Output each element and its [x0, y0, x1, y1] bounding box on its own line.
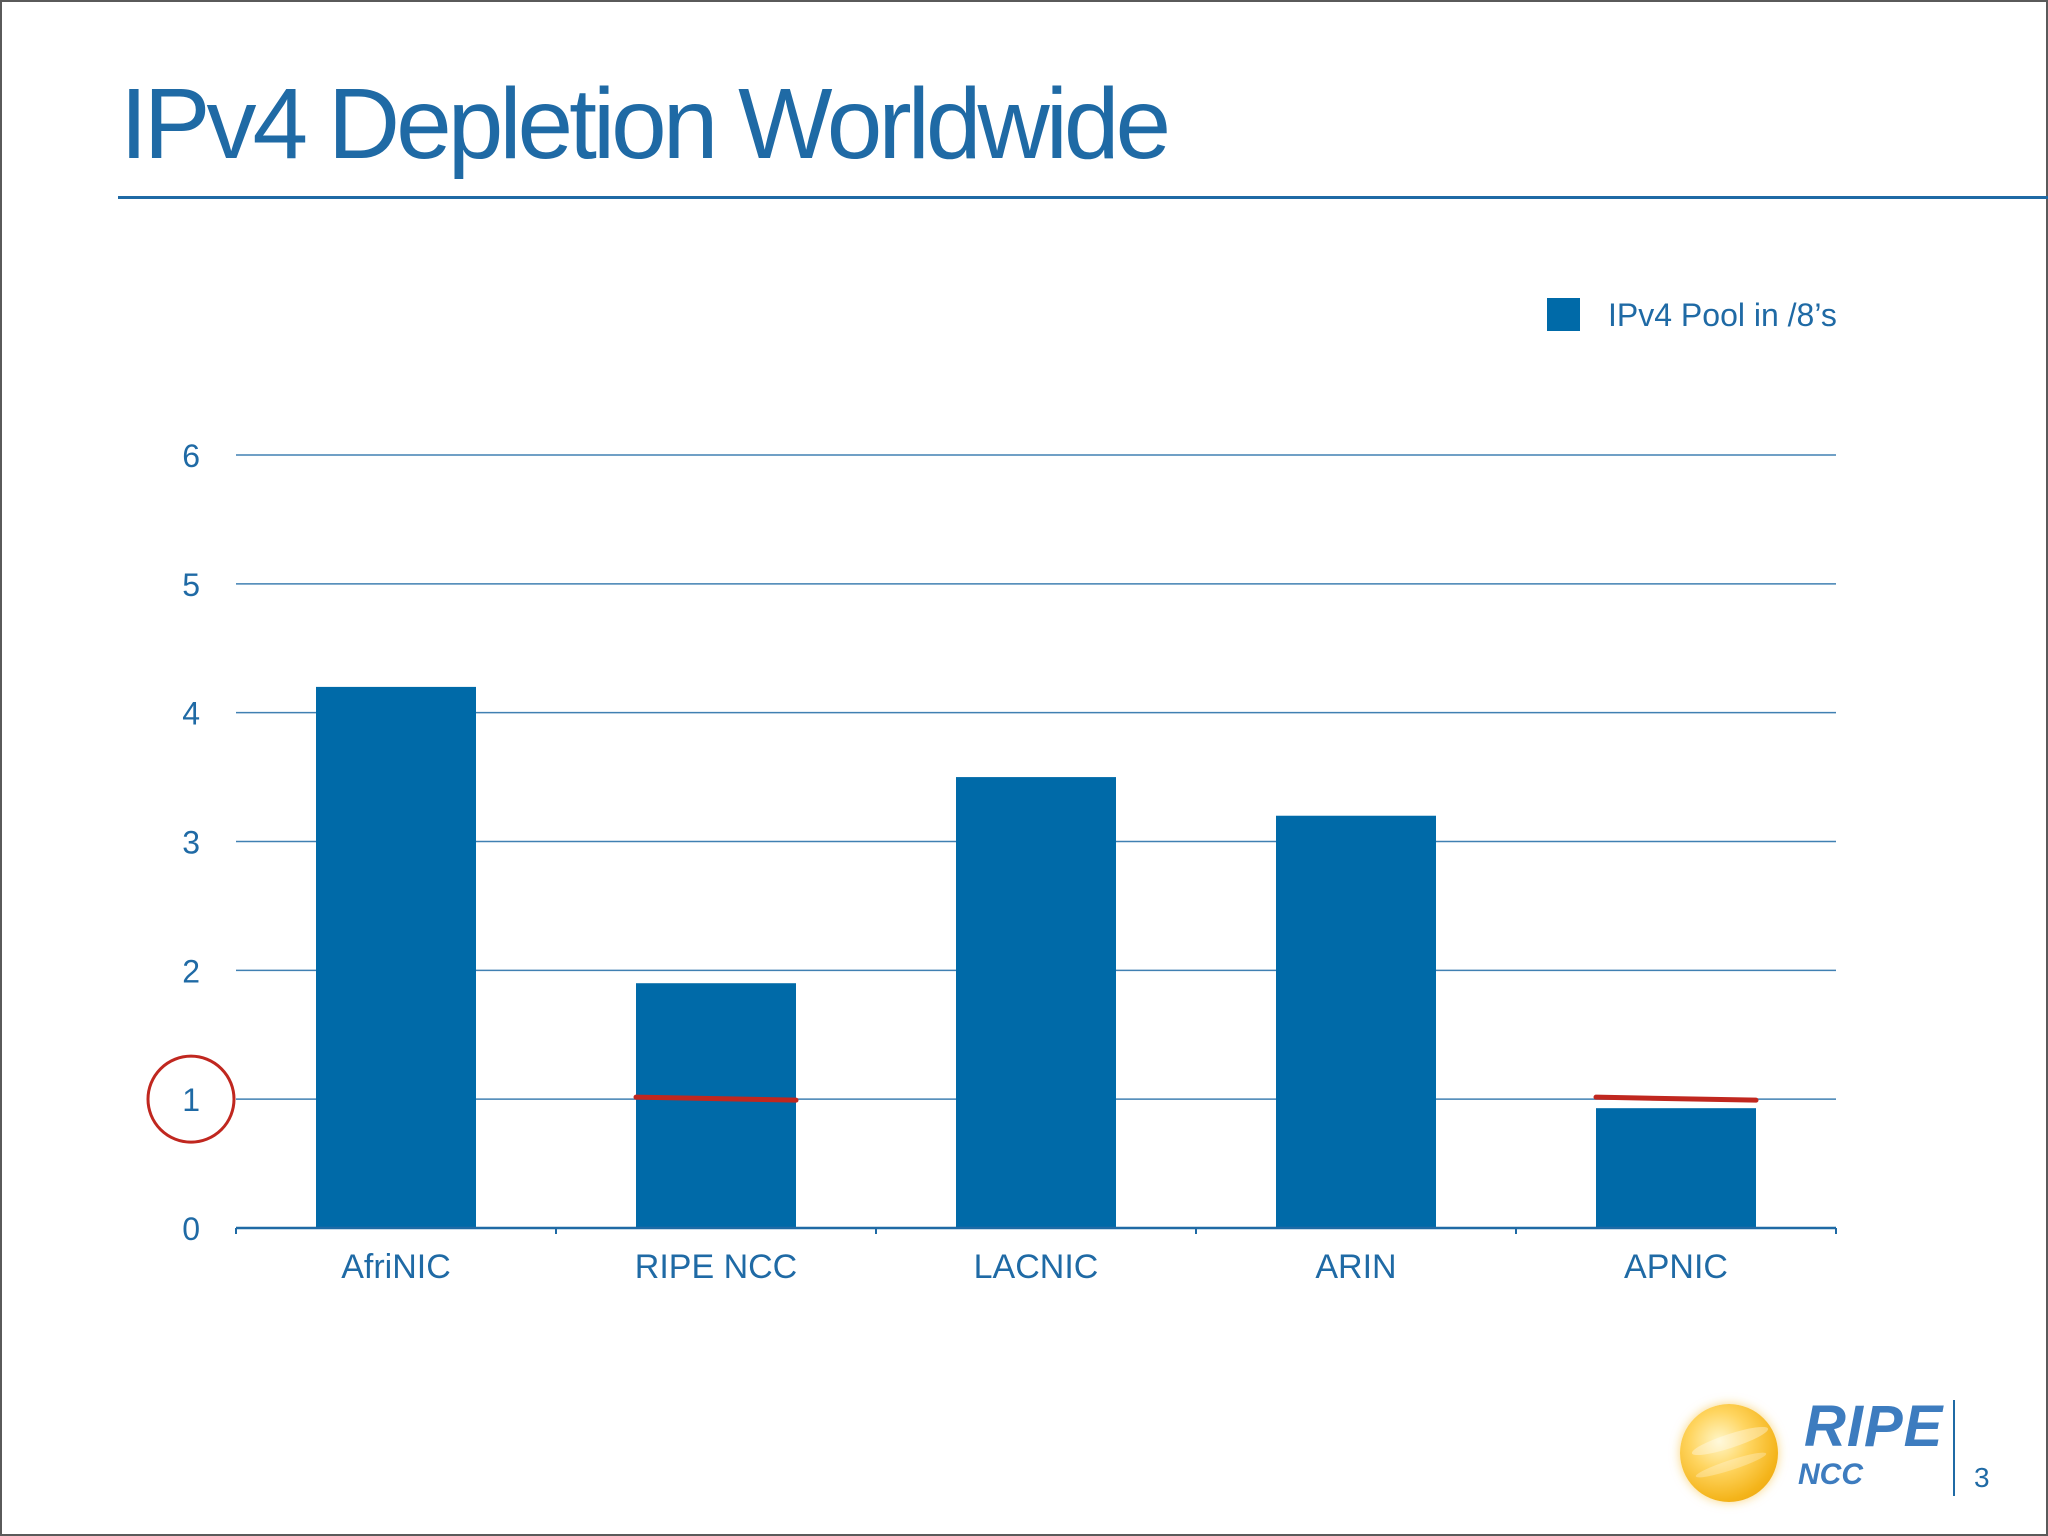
y-tick-label: 2 [182, 953, 200, 989]
y-tick-label: 3 [182, 825, 200, 861]
bar [316, 686, 476, 1228]
y-tick-label: 6 [182, 438, 200, 474]
y-tick-label: 0 [182, 1211, 200, 1247]
bar [956, 777, 1116, 1228]
globe-icon [1680, 1404, 1778, 1502]
tick-highlight-circle [146, 1054, 236, 1144]
title-rule [118, 196, 2048, 199]
logo-wordmark: RIPE [1804, 1394, 1944, 1459]
bar [1596, 1108, 1756, 1228]
x-tick-label: RIPE NCC [635, 1248, 797, 1286]
y-tick-label: 4 [182, 696, 200, 732]
bar [1276, 815, 1436, 1228]
x-tick-label: AfriNIC [341, 1248, 451, 1286]
slide-title: IPv4 Depletion Worldwide [120, 68, 1171, 180]
logo-subtext: NCC [1798, 1458, 1863, 1491]
logo-divider [1953, 1400, 1955, 1496]
threshold-marker [633, 1094, 799, 1103]
x-tick-label: APNIC [1624, 1248, 1728, 1286]
threshold-marker [1593, 1094, 1759, 1103]
y-tick-label: 1 [182, 1082, 200, 1118]
legend-swatch [1547, 298, 1580, 331]
y-tick-label: 5 [182, 567, 200, 603]
x-tick-label: LACNIC [974, 1248, 1099, 1286]
bar [636, 983, 796, 1228]
legend-label: IPv4 Pool in /8’s [1608, 297, 1837, 333]
page-number: 3 [1974, 1462, 1990, 1493]
x-tick-label: ARIN [1315, 1248, 1396, 1286]
ripe-ncc-logo: RIPE NCC [1674, 1392, 1974, 1522]
